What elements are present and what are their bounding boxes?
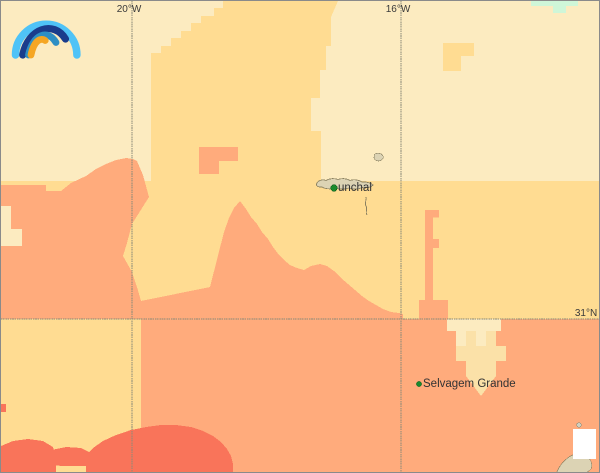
svg-text:Selvagem Grande: Selvagem Grande (423, 378, 516, 390)
svg-text:unchal: unchal (338, 182, 372, 194)
svg-text:16°W: 16°W (386, 4, 411, 15)
svg-text:31°N: 31°N (575, 308, 597, 319)
svg-text:20°W: 20°W (117, 4, 142, 15)
